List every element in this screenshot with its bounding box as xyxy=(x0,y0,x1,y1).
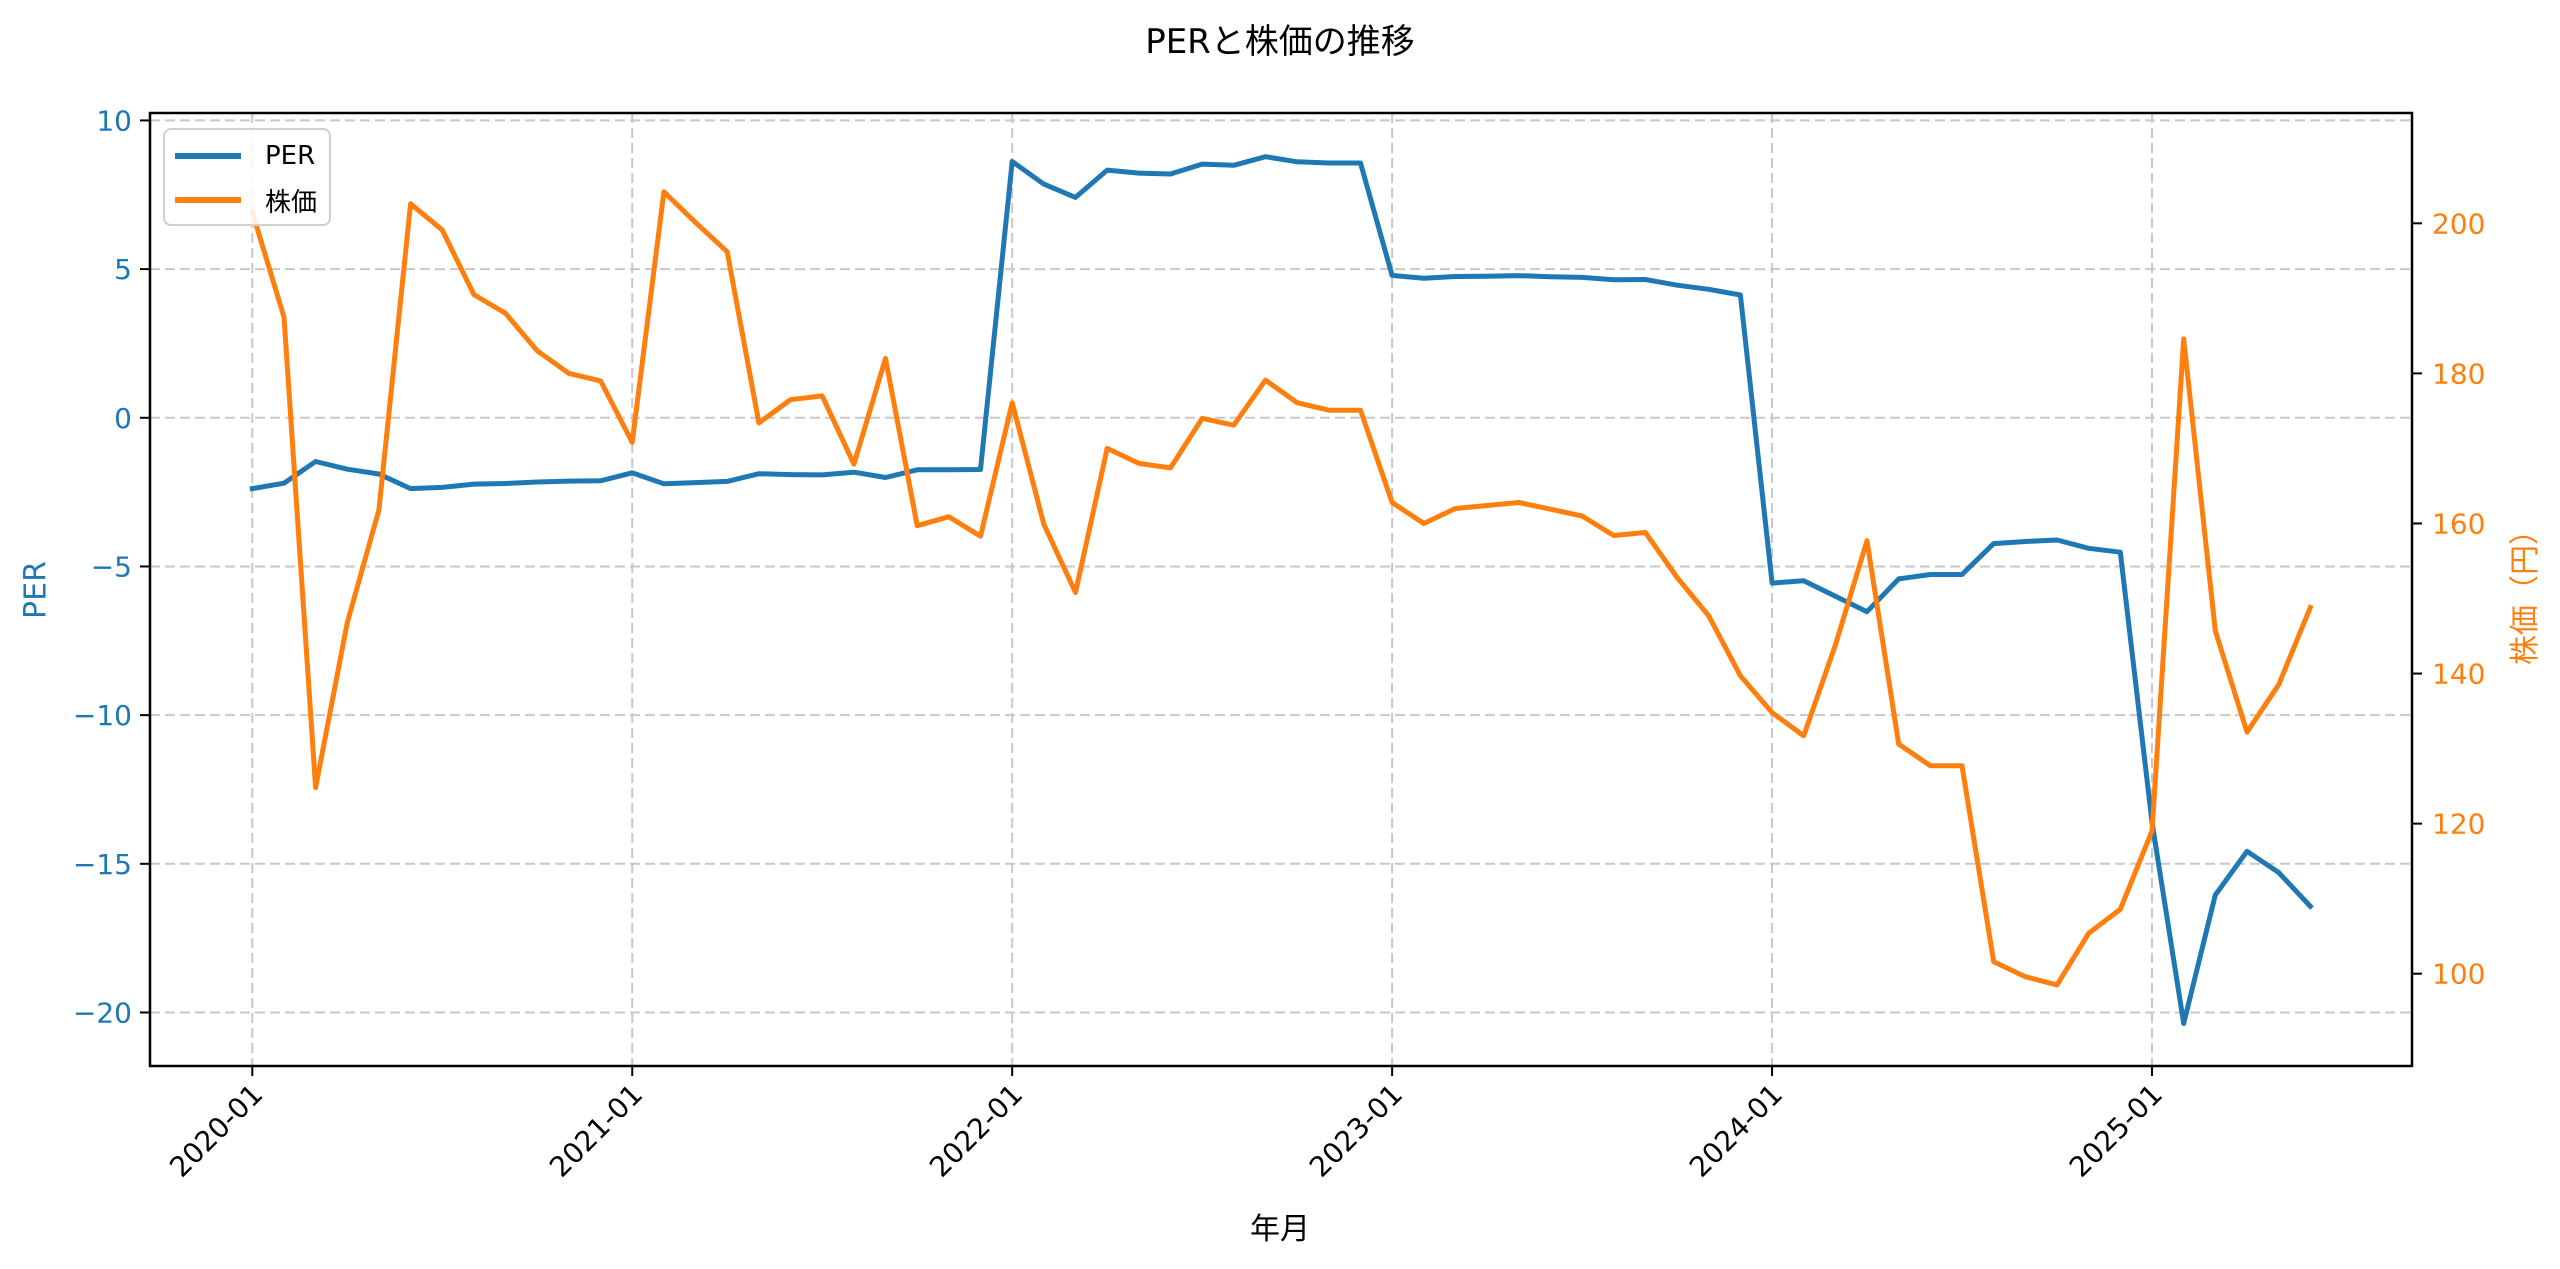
legend-item-per: PER xyxy=(175,136,315,176)
y-left-tick-label: −10 xyxy=(73,699,132,732)
y-left-tick-label: 10 xyxy=(96,104,132,137)
y-left-tick-label: 0 xyxy=(114,402,132,435)
x-tick-label: 2022-01 xyxy=(923,1078,1029,1184)
legend-swatch-price xyxy=(175,197,241,203)
x-tick-label: 2021-01 xyxy=(543,1078,649,1184)
y-right-tick-label: 180 xyxy=(2432,357,2485,390)
legend-item-price: 株価 xyxy=(175,180,317,220)
y-axis-right-label: 株価（円） xyxy=(2508,515,2543,665)
y-right-tick-label: 140 xyxy=(2432,658,2485,691)
legend: PER 株価 xyxy=(163,128,331,226)
plot-frame xyxy=(148,111,2414,1068)
y-right-tick-label: 100 xyxy=(2432,958,2485,991)
per-line xyxy=(249,154,2314,1026)
y-right-tick-label: 200 xyxy=(2432,207,2485,240)
y-left-tick-label: 5 xyxy=(114,253,132,286)
y-right-tick-label: 120 xyxy=(2432,808,2485,841)
chart-title: PERと株価の推移 xyxy=(1145,22,1415,62)
legend-label-price: 株価 xyxy=(265,187,318,218)
y-left-tick-label: −5 xyxy=(91,550,132,583)
x-tick-label: 2024-01 xyxy=(1683,1078,1789,1184)
data-series xyxy=(249,154,2314,1026)
x-tick-label: 2020-01 xyxy=(163,1078,269,1184)
x-tick-label: 2023-01 xyxy=(1303,1078,1409,1184)
y-left-tick-label: −20 xyxy=(73,996,132,1029)
y-axis-left-label: PER xyxy=(18,561,54,619)
x-tick-label: 2025-01 xyxy=(2063,1078,2169,1184)
y-left-tick-label: −15 xyxy=(73,848,132,881)
y-right-tick-label: 160 xyxy=(2432,507,2485,540)
legend-swatch-per xyxy=(175,153,241,159)
legend-label-per: PER xyxy=(265,141,316,171)
price-line xyxy=(249,189,2314,988)
axes: 10 5 0 −5 −10 −15 −20 200 180 160 140 120 100 2020-01… xyxy=(73,104,2486,1183)
x-axis-label: 年月 xyxy=(1250,1212,1310,1247)
grid-lines xyxy=(150,113,2412,1066)
